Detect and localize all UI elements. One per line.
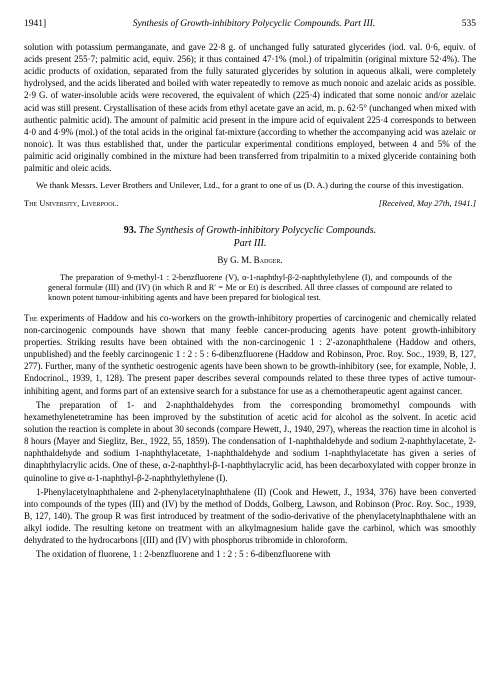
abstract: The preparation of 9-methyl-1 : 2-benzfl… xyxy=(48,273,452,304)
author-name: G. M. Badger. xyxy=(230,255,282,265)
header-year: 1941] xyxy=(24,18,46,31)
article-title-line1: The Synthesis of Growth-inhibitory Polyc… xyxy=(139,225,376,236)
body-paragraph-1: The experiments of Haddow and his co-wor… xyxy=(24,312,476,397)
body-paragraph-4: The oxidation of fluorene, 1 : 2-benzflu… xyxy=(24,548,476,560)
affiliation: The University, Liverpool. xyxy=(24,198,118,209)
received-date: [Received, May 27th, 1941.] xyxy=(379,198,476,209)
affiliation-line: The University, Liverpool. [Received, Ma… xyxy=(24,198,476,209)
body-p1-text: experiments of Haddow and his co-workers… xyxy=(24,313,476,396)
author-line: By G. M. Badger. xyxy=(24,254,476,266)
header-page-number: 535 xyxy=(462,18,476,31)
body-paragraph-3: 1-Phenylacetylnaphthalene and 2-phenylac… xyxy=(24,486,476,547)
article-title-line2: Part III. xyxy=(234,238,267,249)
lead-word: The xyxy=(24,313,40,323)
body-paragraph-2: The preparation of 1- and 2-naphthaldehy… xyxy=(24,399,476,484)
header-running-title: Synthesis of Growth-inhibitory Polycycli… xyxy=(133,18,375,31)
article-title: 93. The Synthesis of Growth-inhibitory P… xyxy=(24,224,476,251)
continuation-paragraph: solution with potassium permanganate, an… xyxy=(24,41,476,175)
running-header: 1941] Synthesis of Growth-inhibitory Pol… xyxy=(24,18,476,31)
article-number: 93. xyxy=(124,225,137,236)
acknowledgement: We thank Messrs. Lever Brothers and Unil… xyxy=(24,180,476,192)
author-prefix: By xyxy=(217,255,230,265)
